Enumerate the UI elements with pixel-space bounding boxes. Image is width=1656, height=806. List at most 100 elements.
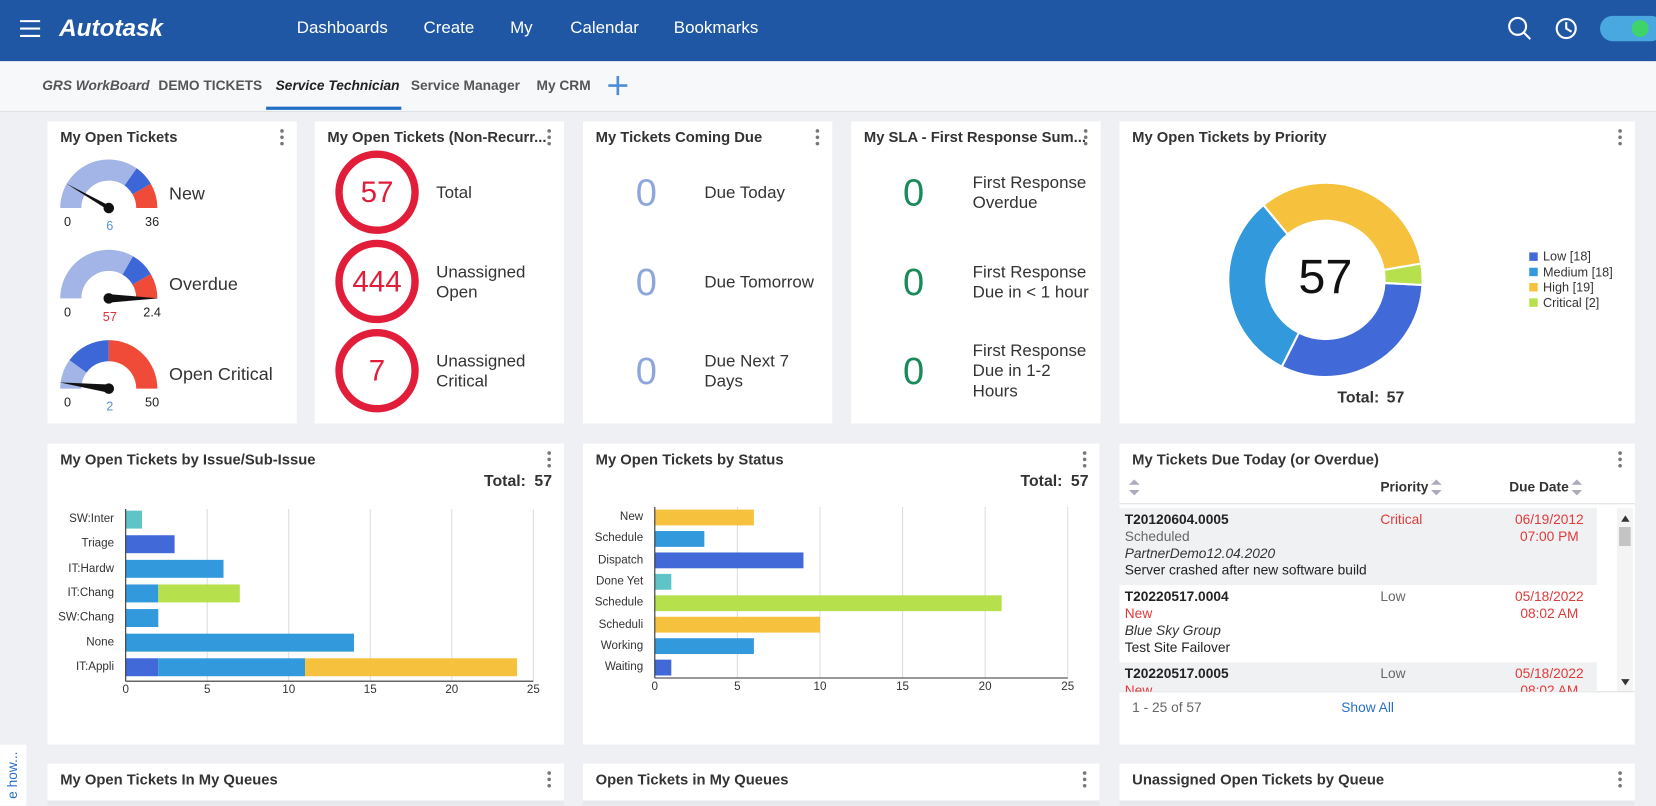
nav-item[interactable]: Calendar bbox=[570, 19, 639, 38]
search-icon[interactable] bbox=[1508, 16, 1532, 40]
widget-title: My Open Tickets by Status bbox=[595, 450, 784, 468]
widget-menu[interactable] bbox=[547, 451, 551, 468]
y-tick-label: None bbox=[86, 635, 115, 649]
bar bbox=[654, 595, 1002, 612]
sort-icon[interactable] bbox=[1571, 479, 1583, 496]
total-value: 57 bbox=[1070, 472, 1089, 491]
column-header[interactable]: Due Date bbox=[1509, 478, 1569, 495]
nav-item[interactable]: Create bbox=[423, 19, 475, 38]
clock-icon[interactable] bbox=[1555, 17, 1577, 40]
bar bbox=[654, 638, 754, 655]
widget-menu[interactable] bbox=[547, 129, 551, 146]
counter-label: Total bbox=[436, 184, 472, 203]
ticket-row bbox=[1119, 585, 1597, 663]
menu-icon[interactable] bbox=[20, 20, 41, 37]
sort-down bbox=[1571, 490, 1583, 496]
widget-card bbox=[582, 121, 833, 424]
menu-dot bbox=[547, 129, 551, 133]
dashboard-tab[interactable]: My CRM bbox=[536, 77, 591, 94]
legend-swatch bbox=[1529, 298, 1538, 307]
add-tab[interactable] bbox=[608, 76, 628, 96]
bar bbox=[654, 616, 820, 633]
widget-title: My Tickets Due Today (or Overdue) bbox=[1132, 450, 1379, 468]
sort-icon[interactable] bbox=[1128, 479, 1140, 496]
grid-header bbox=[47, 800, 564, 806]
ticket-priority: Low bbox=[1380, 588, 1406, 605]
widget-menu[interactable] bbox=[1082, 451, 1087, 468]
nav-item[interactable]: Dashboards bbox=[296, 19, 388, 38]
bar-segment bbox=[125, 535, 175, 554]
gauge-band bbox=[122, 256, 151, 285]
menu-dot bbox=[1082, 463, 1087, 468]
dashboard-tab[interactable]: GRS WorkBoard bbox=[42, 77, 150, 94]
side-tab-label[interactable]: e how... bbox=[4, 751, 21, 799]
toggle[interactable] bbox=[1600, 15, 1656, 42]
menu-dot bbox=[1618, 777, 1622, 782]
grid-header bbox=[582, 800, 1100, 806]
nav-item[interactable]: Bookmarks bbox=[673, 19, 759, 38]
widget-menu[interactable] bbox=[547, 771, 551, 788]
gauge-band bbox=[132, 183, 158, 209]
gauge-min: 0 bbox=[64, 394, 72, 410]
ticket-number[interactable]: T20220517.0005 bbox=[1124, 665, 1229, 682]
x-tick-label: 15 bbox=[896, 680, 910, 694]
needle-hub bbox=[103, 383, 115, 394]
sort-icon[interactable] bbox=[1431, 479, 1442, 496]
gauge-value: 57 bbox=[102, 308, 117, 324]
widget-card bbox=[1119, 121, 1635, 424]
y-tick-label: IT:Hardw bbox=[68, 561, 115, 575]
counter-value: 0 bbox=[902, 170, 925, 214]
widget-card bbox=[1119, 763, 1635, 806]
widget-menu[interactable] bbox=[1082, 771, 1087, 788]
menu-dot bbox=[547, 141, 551, 146]
ticket-due-time: 08:02 AM bbox=[1520, 682, 1579, 692]
grid-header bbox=[1119, 800, 1635, 806]
gauge-label: Open Critical bbox=[168, 364, 273, 385]
widget-menu[interactable] bbox=[1618, 129, 1622, 146]
ticket-number[interactable]: T20220517.0004 bbox=[1124, 588, 1229, 605]
menu-dot bbox=[547, 457, 551, 462]
y-tick-label: SW:Chang bbox=[58, 611, 115, 624]
dashboard-tab[interactable]: DEMO TICKETS bbox=[158, 77, 263, 94]
x-tick-label: 20 bbox=[445, 683, 459, 697]
widget-menu[interactable] bbox=[815, 129, 820, 146]
gauge-min: 0 bbox=[64, 214, 72, 229]
widget-menu[interactable] bbox=[1618, 771, 1622, 788]
column-header[interactable]: Priority bbox=[1380, 478, 1429, 495]
side-tab[interactable] bbox=[0, 744, 27, 806]
menu-dot bbox=[815, 141, 820, 146]
x-tick-label: 0 bbox=[651, 680, 659, 694]
widget-menu[interactable] bbox=[1083, 129, 1088, 146]
scroll-track bbox=[1616, 507, 1633, 692]
top-bar bbox=[0, 0, 1656, 62]
sort-up bbox=[1571, 479, 1583, 485]
gauge-band bbox=[60, 159, 137, 209]
nav-item[interactable]: My bbox=[510, 19, 533, 38]
dashboard-tab[interactable]: Service Manager bbox=[410, 77, 520, 94]
legend-label: Critical [2] bbox=[1542, 294, 1600, 310]
show-all-link[interactable]: Show All bbox=[1341, 699, 1394, 716]
widget-title: My Open Tickets In My Queues bbox=[60, 770, 278, 788]
menu-dot bbox=[1082, 777, 1087, 782]
y-tick-label: Waiting bbox=[604, 660, 644, 674]
legend-label: High [19] bbox=[1542, 279, 1594, 295]
counter-value: 0 bbox=[902, 348, 925, 393]
menu-dot bbox=[815, 135, 820, 140]
y-tick-label: SW:Inter bbox=[69, 512, 115, 526]
scroll-down bbox=[1621, 679, 1630, 686]
menu-dot bbox=[1618, 463, 1622, 468]
bar bbox=[654, 531, 705, 547]
ticket-number[interactable]: T20120604.0005 bbox=[1124, 511, 1229, 528]
bar bbox=[654, 659, 672, 676]
menu-dot bbox=[1082, 451, 1087, 455]
menu-dot bbox=[547, 463, 551, 468]
bar bbox=[654, 509, 754, 526]
dashboard-tab[interactable]: Service Technician bbox=[275, 77, 400, 94]
widget-menu[interactable] bbox=[280, 129, 284, 146]
widget-title: My Open Tickets by Priority bbox=[1132, 128, 1327, 146]
menu-dot bbox=[1618, 771, 1622, 775]
widget-menu[interactable] bbox=[1618, 451, 1622, 468]
counter-label: First Response Overdue bbox=[972, 174, 1087, 213]
counter-value: 0 bbox=[635, 259, 657, 304]
needle-hub bbox=[103, 293, 115, 304]
